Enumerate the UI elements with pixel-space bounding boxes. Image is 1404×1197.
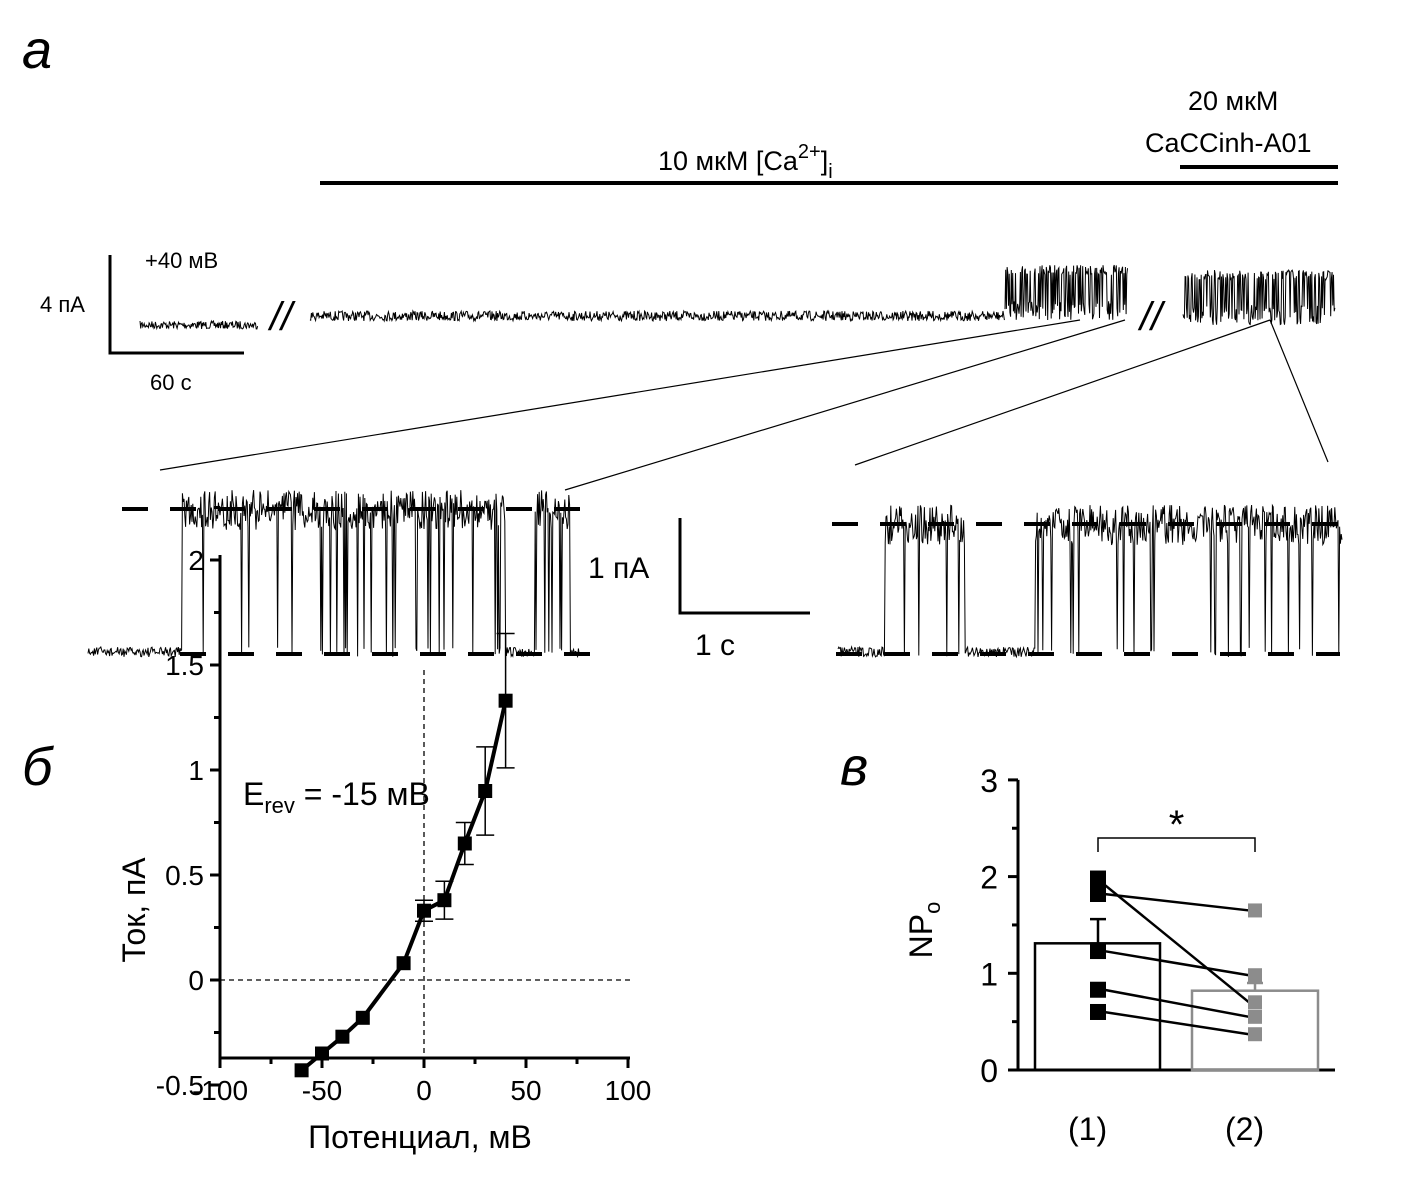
- inhibitor-name: CaCCinh-A01: [1145, 128, 1312, 158]
- bar-error: [1247, 981, 1263, 991]
- erev-annotation: Erev = -15 мВ: [243, 776, 430, 818]
- panel-label-b: б: [22, 737, 54, 797]
- data-point: [355, 1010, 370, 1025]
- scale-current-overview: 4 пА: [40, 292, 85, 317]
- scale-current-zoom: 1 пА: [588, 552, 649, 585]
- iv-plot: -100 -50 0 50 100 -0.5 0 0.5 1 1.5 2: [156, 506, 652, 1106]
- point-group2: [1248, 1009, 1262, 1024]
- point-group2: [1248, 968, 1262, 983]
- overview-segment: [1004, 264, 1128, 321]
- x-tick-label: -50: [302, 1075, 342, 1106]
- zoom-connector-lines: [159, 319, 1329, 491]
- y-axis-label: Ток, пА: [116, 857, 152, 963]
- inhibitor-concentration: 20 мкМ: [1188, 86, 1278, 116]
- point-group1: [1090, 870, 1106, 887]
- point-group1: [1090, 981, 1106, 998]
- np-bar-chart: 0 1 2 3 (1) (2) *: [980, 763, 1335, 1147]
- data-point: [417, 903, 431, 918]
- zoom-trace-inhibitor: [837, 503, 1343, 659]
- significance-marker: *: [1169, 803, 1185, 847]
- data-point: [315, 1046, 329, 1061]
- significance-bracket: [1097, 837, 1256, 852]
- data-point: [498, 693, 513, 708]
- paired-line: [1103, 892, 1250, 912]
- y-tick-label: 1.5: [165, 650, 204, 681]
- point-group2: [1248, 995, 1262, 1010]
- y-tick-label: 2: [188, 545, 204, 576]
- zoomed-traces: [87, 489, 1343, 659]
- y-tick-label: 0: [980, 1053, 998, 1089]
- paired-line: [1103, 883, 1250, 1004]
- x-tick-label: 100: [605, 1075, 652, 1106]
- x-tick-label: 50: [510, 1075, 541, 1106]
- y-tick-label: 0.5: [165, 860, 204, 891]
- np-axis-label: NPo: [903, 902, 945, 959]
- point-group2: [1248, 1027, 1262, 1042]
- x-axis-label: Потенциал, мВ: [308, 1119, 532, 1155]
- calcium-label: 10 мкМ [Ca2+]i: [658, 141, 833, 183]
- scale-bar-zoom: [678, 518, 810, 615]
- x-tick-label: -100: [192, 1075, 248, 1106]
- data-point: [478, 784, 493, 798]
- fit-curve: [300, 700, 508, 1072]
- paired-line: [1103, 1010, 1250, 1036]
- scale-bar-overview: [108, 255, 244, 355]
- bar-error: [1090, 917, 1106, 944]
- data-point: [457, 836, 472, 851]
- scale-time-zoom: 1 с: [695, 629, 735, 662]
- scale-time-overview: 60 с: [150, 370, 192, 395]
- y-tick-label: 0: [188, 965, 204, 996]
- x-tick-label: 0: [416, 1075, 432, 1106]
- category-label: (2): [1225, 1111, 1264, 1147]
- y-tick-label: 3: [980, 763, 998, 799]
- data-point: [437, 893, 452, 908]
- data-point: [396, 956, 411, 971]
- overview-segment: [309, 309, 1005, 323]
- y-tick-label: 2: [980, 860, 998, 896]
- data-point: [294, 1063, 309, 1078]
- data-point: [335, 1029, 350, 1044]
- overview-segment: [1182, 268, 1336, 326]
- paired-line: [1103, 949, 1250, 977]
- overview-trace: [139, 264, 1336, 331]
- point-group1: [1090, 1003, 1106, 1020]
- panel-label-c: в: [840, 737, 868, 797]
- holding-potential: +40 мВ: [145, 248, 218, 273]
- panel-label-a: а: [22, 20, 52, 80]
- y-tick-label: 1: [188, 755, 204, 786]
- break-mark-1: //: [267, 295, 296, 339]
- break-mark-2: //: [1137, 295, 1166, 339]
- point-group2: [1248, 903, 1262, 918]
- point-group1: [1090, 943, 1106, 960]
- y-tick-label: -0.5: [156, 1070, 204, 1101]
- zoom-trace-control: [87, 489, 580, 659]
- category-label: (1): [1068, 1111, 1107, 1147]
- overview-segment: [139, 319, 259, 331]
- paired-line: [1103, 988, 1250, 1019]
- y-tick-label: 1: [980, 956, 998, 992]
